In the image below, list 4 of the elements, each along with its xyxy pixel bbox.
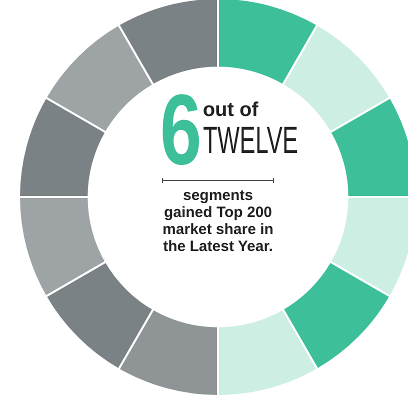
text: TWELVE <box>202 120 298 162</box>
text: segments gained Top 200 market share in the Latest Year. <box>162 187 274 255</box>
text: out of <box>202 99 260 121</box>
text: 6 <box>160 74 202 186</box>
